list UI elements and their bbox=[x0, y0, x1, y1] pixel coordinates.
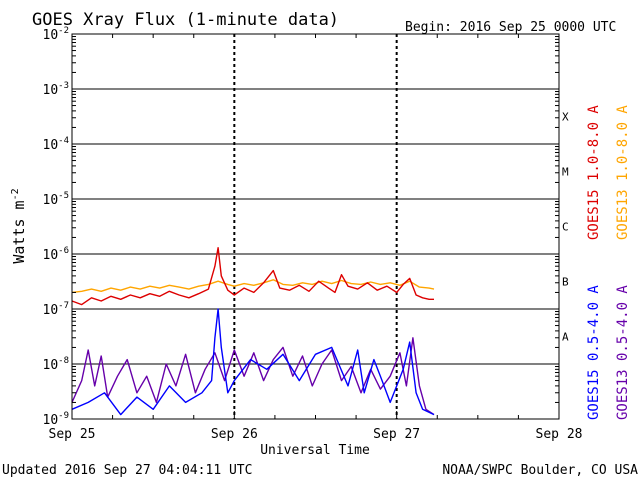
updated-timestamp: Updated 2016 Sep 27 04:04:11 UTC bbox=[2, 463, 252, 478]
x-tick-label: Sep 27 bbox=[373, 427, 420, 442]
series-line-goes15-0-5-4-0-a bbox=[71, 308, 435, 416]
series-line-goes13-1-0-8-0-a bbox=[71, 279, 435, 294]
y-tick-label: 10-8 bbox=[43, 356, 70, 373]
y-tick-label: 10-7 bbox=[43, 301, 70, 318]
y-tick-label: 10-9 bbox=[43, 411, 70, 428]
y-axis-label: Watts m-2 bbox=[10, 188, 28, 263]
flare-class-m: M bbox=[562, 166, 569, 179]
flare-class-b: B bbox=[562, 276, 569, 289]
y-tick-label: 10-6 bbox=[43, 246, 70, 263]
legend-item: GOES15 0.5-4.0 A bbox=[586, 285, 602, 420]
x-tick-label: Sep 25 bbox=[49, 427, 96, 442]
x-tick-label: Sep 26 bbox=[211, 427, 258, 442]
x-axis-ticks: Sep 25 Sep 26 Sep 27 Sep 28 bbox=[49, 34, 583, 442]
gridlines bbox=[72, 34, 559, 419]
y-tick-label: 10-4 bbox=[43, 136, 70, 153]
plot-frame bbox=[71, 33, 560, 420]
flare-class-a: A bbox=[562, 331, 569, 344]
begin-label: Begin: 2016 Sep 25 0000 UTC bbox=[405, 20, 616, 35]
x-tick-label: Sep 28 bbox=[536, 427, 583, 442]
legend-item: GOES15 1.0-8.0 A bbox=[586, 105, 602, 240]
legend-item: GOES13 0.5-4.0 A bbox=[615, 285, 631, 420]
series-line-goes15-1-0-8-0-a bbox=[71, 246, 434, 306]
credit-label: NOAA/SWPC Boulder, CO USA bbox=[442, 463, 638, 478]
legend: GOES15 1.0-8.0 A GOES13 1.0-8.0 A GOES15 0… bbox=[586, 105, 631, 420]
flare-class-x: X bbox=[562, 111, 569, 124]
chart-title: GOES Xray Flux (1-minute data) bbox=[32, 10, 339, 30]
x-axis-label: Universal Time bbox=[260, 443, 370, 458]
legend-item: GOES13 1.0-8.0 A bbox=[615, 105, 631, 240]
flare-class-labels: A B C M X bbox=[562, 111, 569, 344]
flare-class-c: C bbox=[562, 221, 569, 234]
y-tick-label: 10-5 bbox=[43, 191, 70, 208]
series-layer bbox=[71, 246, 435, 416]
y-axis-ticks: 10-9 10-8 10-7 10-6 10-5 10-4 10-3 10-2 bbox=[43, 26, 559, 428]
y-tick-label: 10-2 bbox=[43, 26, 70, 43]
y-tick-label: 10-3 bbox=[43, 81, 70, 98]
